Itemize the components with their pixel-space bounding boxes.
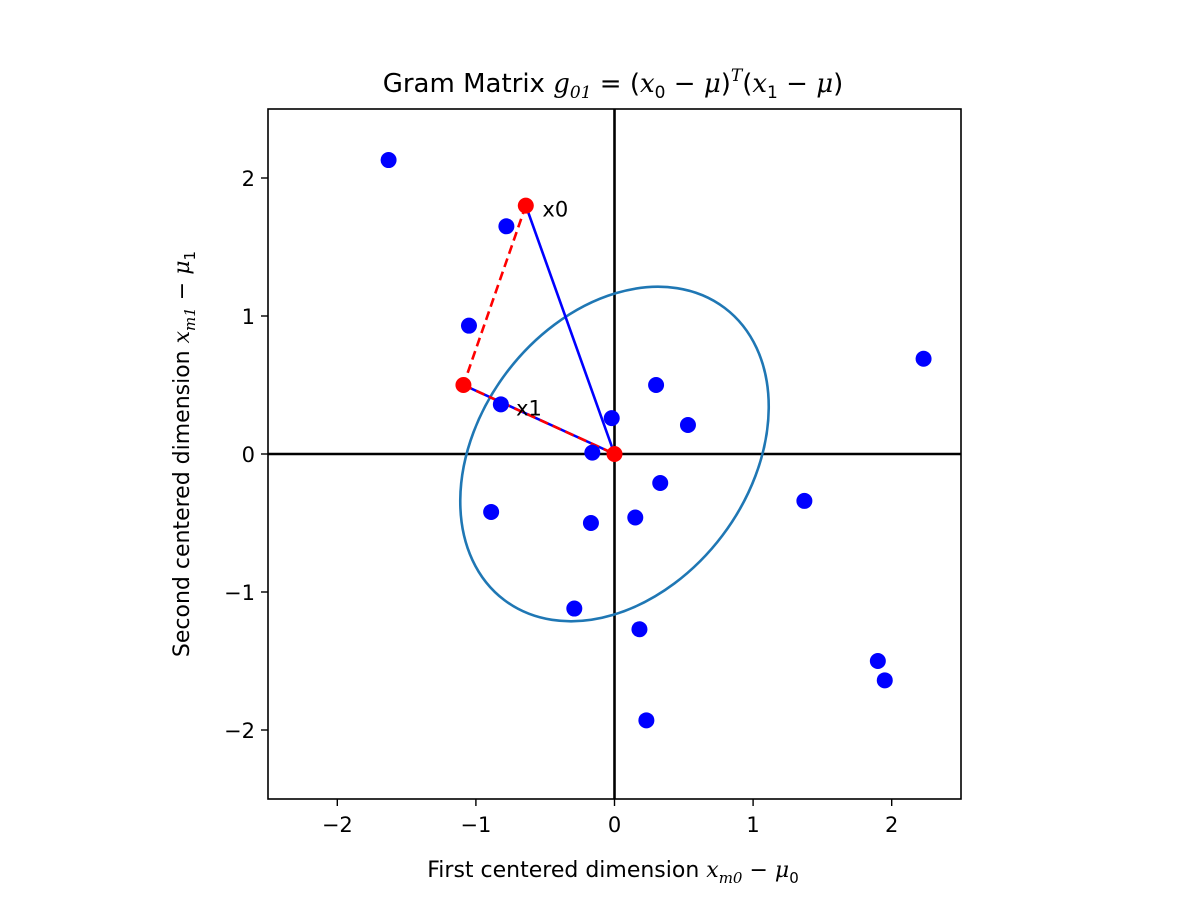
x-tick-label-2: 0 <box>608 813 621 837</box>
data-point-10 <box>483 503 500 520</box>
covariance-ellipse <box>458 285 771 623</box>
y-axis-label: Second centered dimension xm1 − μ1 <box>170 251 199 657</box>
data-point-3 <box>492 396 509 413</box>
data-point-0 <box>380 152 397 169</box>
y-tick-label-0: −2 <box>224 719 255 743</box>
title-close1: ) <box>721 69 731 99</box>
title-close2: ) <box>833 69 843 99</box>
y-ticks: −2 −1 0 1 2 <box>224 167 268 743</box>
ylabel-minus: − <box>170 275 195 307</box>
highlight-point-0 <box>517 197 534 214</box>
title-g: g <box>553 69 570 99</box>
vector-line-0 <box>524 205 616 455</box>
x-ticks: −2 −1 0 1 2 <box>322 799 898 837</box>
data-point-6 <box>679 417 696 434</box>
x-axis-label: First centered dimension xm0 − μ0 <box>427 858 799 887</box>
highlight-point-1 <box>455 377 472 393</box>
chart-title: Gram Matrix g01 = (x0 − μ)T(x1 − μ) <box>383 66 844 103</box>
xlabel-text: First centered dimension <box>427 858 706 883</box>
data-point-12 <box>627 509 644 526</box>
x-tick-label-0: −2 <box>322 813 353 837</box>
title-prefix: Gram Matrix <box>383 69 554 99</box>
title-eq: = ( <box>592 69 640 99</box>
points-layer <box>380 152 932 729</box>
title-x0-sub: 0 <box>655 83 666 103</box>
xlabel-minus: − <box>742 858 774 883</box>
ylabel-text: Second centered dimension <box>170 343 195 657</box>
data-point-9 <box>652 474 669 491</box>
title-minus1: − <box>665 69 703 99</box>
ylabel-mu-sub: 1 <box>181 251 199 261</box>
data-point-4 <box>603 410 620 427</box>
data-point-16 <box>869 653 886 669</box>
data-point-7 <box>584 444 601 461</box>
y-tick-label-1: −1 <box>224 581 255 605</box>
vector-layer <box>462 205 616 456</box>
y-tick-label-4: 2 <box>242 167 255 191</box>
vector-line-2 <box>462 205 528 386</box>
title-x0: x <box>640 69 655 99</box>
ylabel-var-sub: m1 <box>181 307 199 331</box>
title-open2: ( <box>742 69 752 99</box>
data-point-14 <box>566 600 583 617</box>
title-mu2: μ <box>816 69 833 99</box>
data-point-8 <box>915 350 932 367</box>
vector-line-1 <box>462 383 616 456</box>
xlabel-mu-sub: 0 <box>789 869 799 887</box>
annotation-x1: x1 <box>516 396 542 420</box>
data-point-17 <box>876 672 893 689</box>
data-point-2 <box>460 317 477 334</box>
ylabel-var: x <box>170 330 195 343</box>
highlight-layer <box>455 197 623 462</box>
x-tick-label-3: 1 <box>746 813 759 837</box>
data-point-13 <box>796 492 813 509</box>
data-point-5 <box>648 377 665 393</box>
title-minus2: − <box>778 69 816 99</box>
title-x1-sub: 1 <box>767 83 778 103</box>
title-g-sub: 01 <box>570 83 592 103</box>
annotation-layer: x0 x1 <box>516 198 568 421</box>
plot-area <box>268 109 961 799</box>
x-tick-label-4: 2 <box>885 813 898 837</box>
ellipse-layer <box>458 285 771 623</box>
title-mu1: μ <box>704 69 721 99</box>
x-tick-label-1: −1 <box>460 813 491 837</box>
y-tick-label-3: 1 <box>242 305 255 329</box>
xlabel-var: x <box>706 858 719 883</box>
y-tick-label-2: 0 <box>242 443 255 467</box>
data-point-18 <box>638 712 655 729</box>
title-sup: T <box>731 66 744 86</box>
xlabel-mu: μ <box>775 858 789 883</box>
data-point-1 <box>498 218 515 235</box>
ylabel-mu: μ <box>170 260 195 274</box>
xlabel-var-sub: m0 <box>719 869 743 887</box>
title-x1: x <box>752 69 767 99</box>
data-point-11 <box>582 515 599 531</box>
annotation-x0: x0 <box>542 198 568 222</box>
data-point-15 <box>631 621 648 638</box>
highlight-point-2 <box>606 446 623 462</box>
